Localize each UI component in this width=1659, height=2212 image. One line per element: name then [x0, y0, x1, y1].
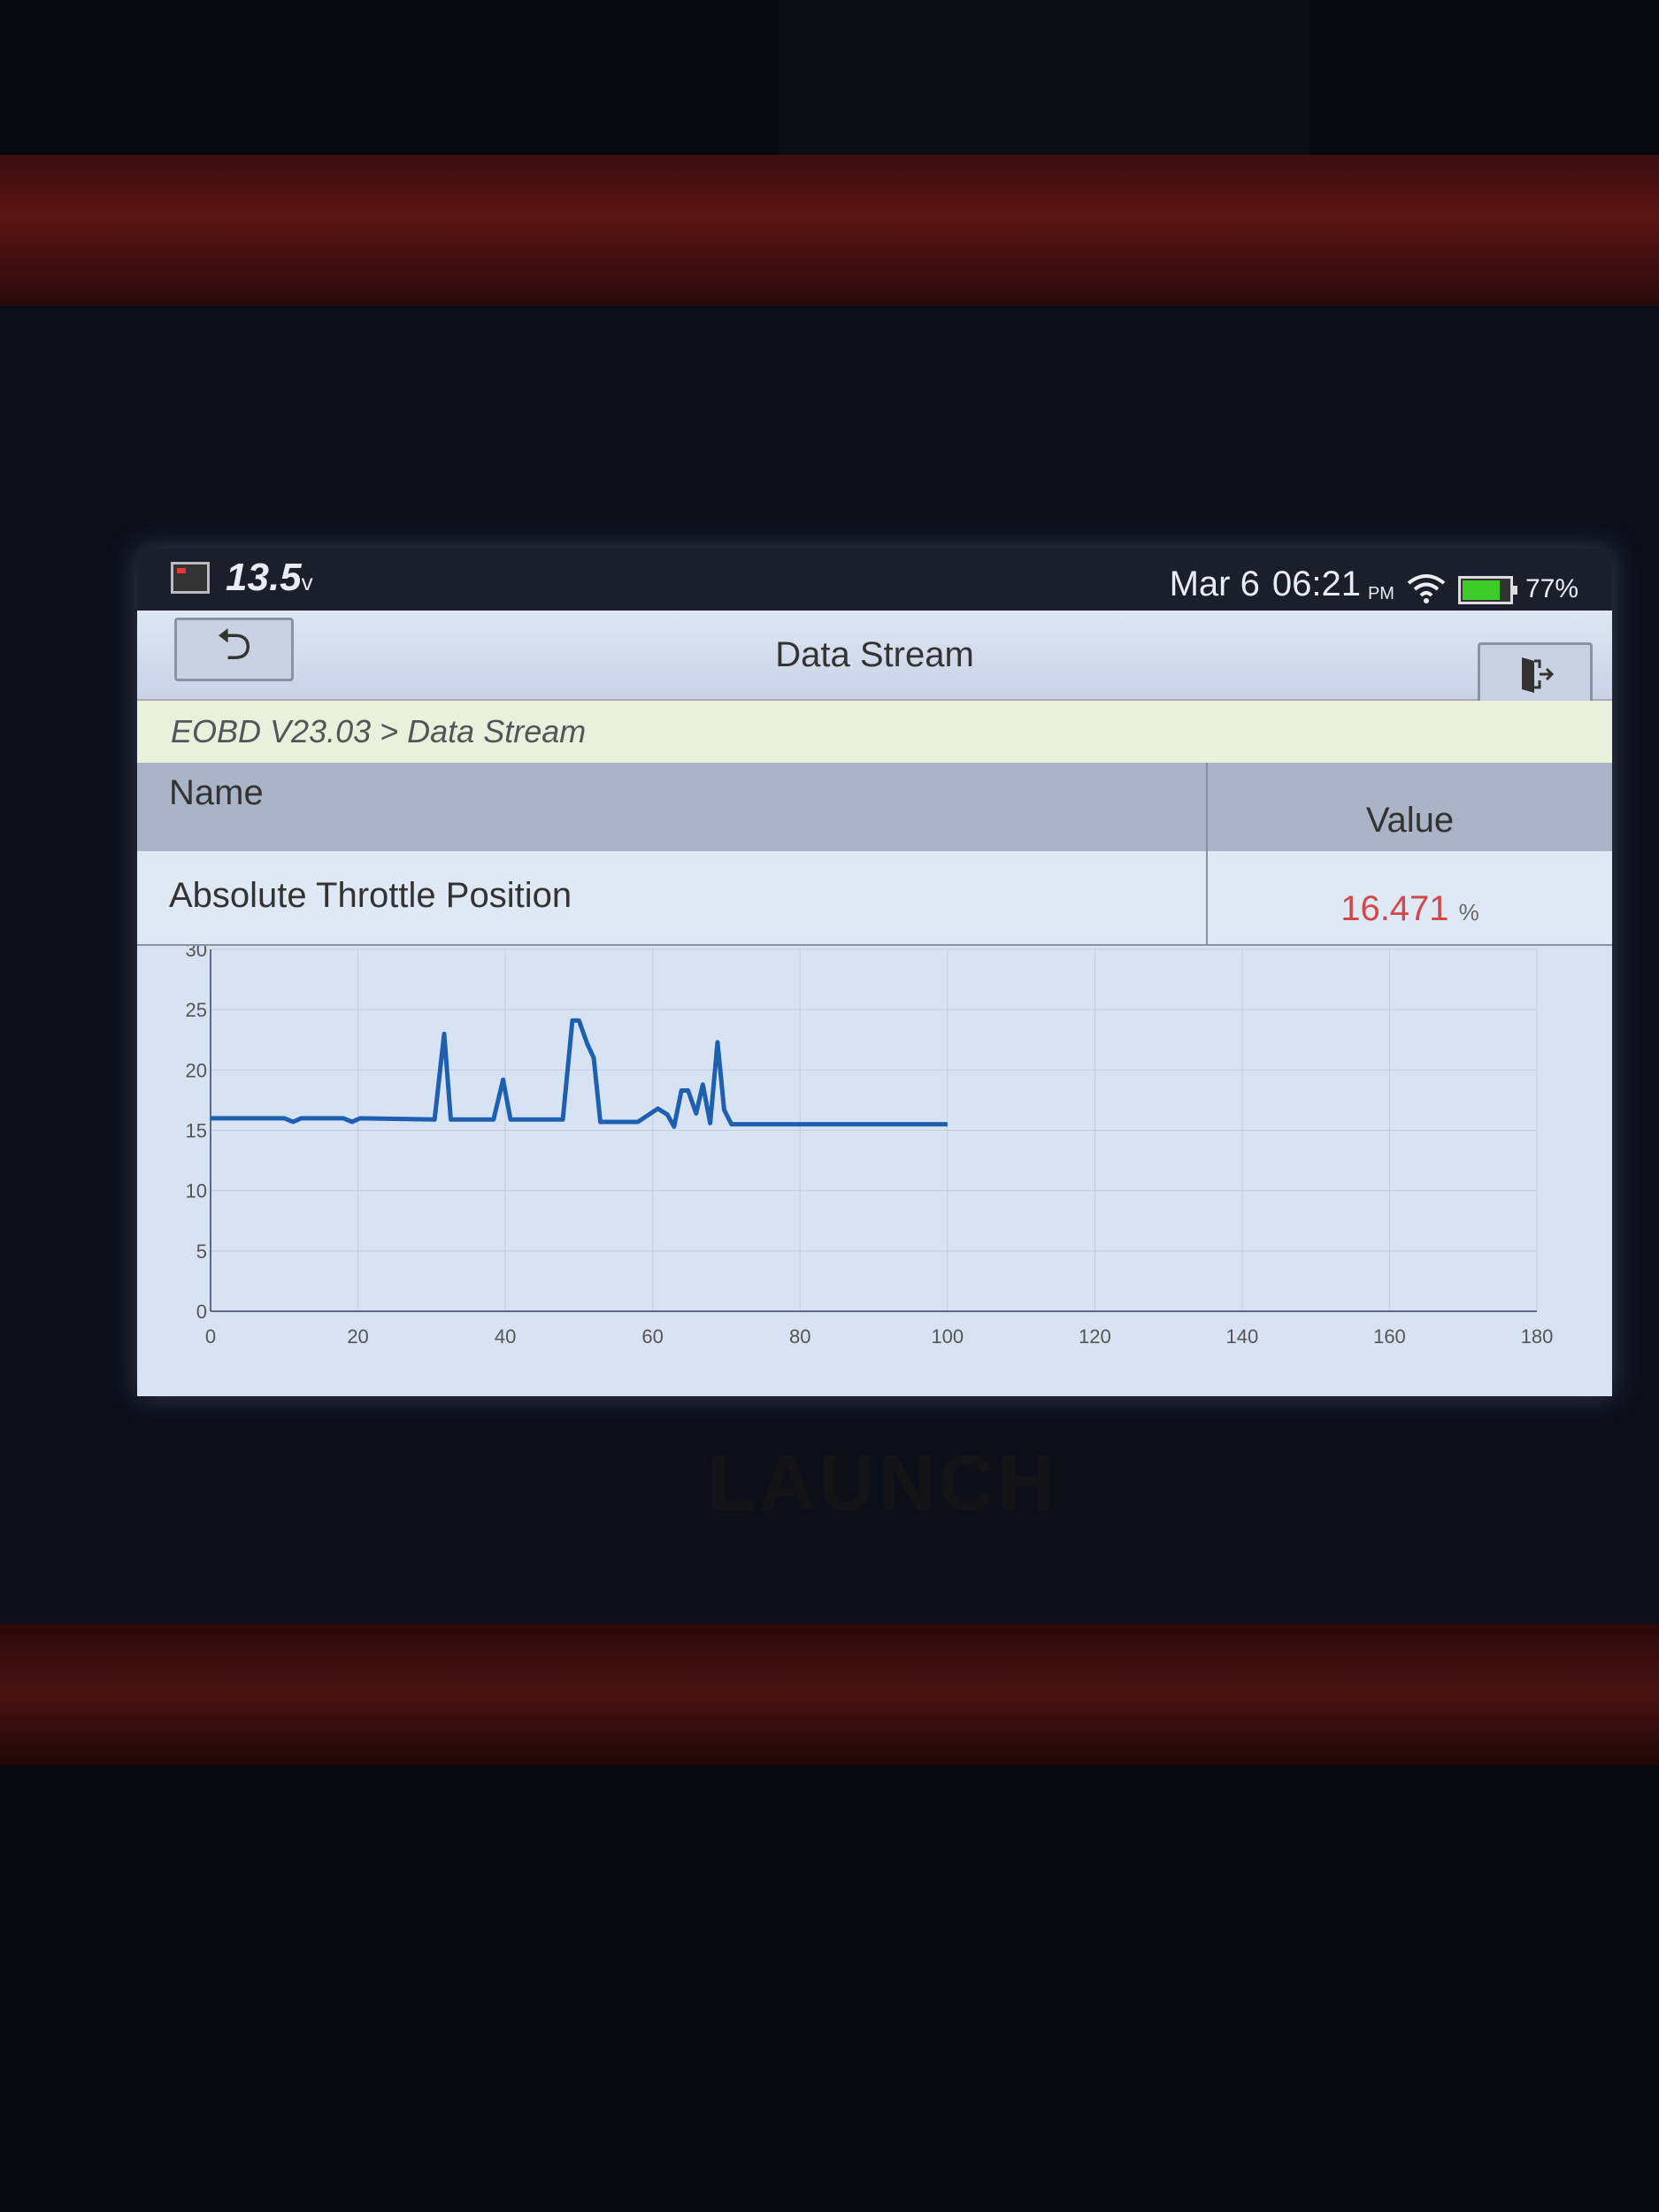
column-header-name: Name [169, 773, 264, 812]
x-tick-label: 60 [641, 1325, 663, 1348]
data-point [657, 1108, 658, 1110]
y-tick-label: 10 [186, 1180, 207, 1202]
status-bar: 13.5v Mar 6 06:21 PM 77% [137, 549, 1612, 611]
battery-fill [1462, 580, 1500, 600]
battery-icon [1457, 576, 1517, 604]
data-point [587, 1042, 588, 1044]
page-title: Data Stream [775, 635, 974, 674]
back-button[interactable]: ⮌ [174, 618, 294, 681]
x-tick-label: 160 [1373, 1325, 1406, 1348]
screen: 13.5v Mar 6 06:21 PM 77% ⮌ Data Stream [137, 549, 1612, 1396]
data-point [292, 1121, 294, 1123]
x-tick-label: 140 [1226, 1325, 1259, 1348]
x-tick-label: 180 [1521, 1325, 1554, 1348]
voltage-unit: v [301, 569, 313, 595]
y-tick-label: 20 [186, 1059, 207, 1081]
ampm: PM [1367, 584, 1394, 603]
y-tick-label: 25 [186, 999, 207, 1021]
y-tick-label: 5 [196, 1240, 207, 1263]
device-bezel-bottom [0, 1624, 1659, 1765]
data-point [680, 1090, 682, 1092]
data-point [443, 1033, 445, 1034]
data-point [351, 1121, 353, 1123]
battery-percent: 77% [1525, 574, 1578, 603]
y-tick-label: 15 [186, 1120, 207, 1142]
wifi-icon [1407, 574, 1446, 603]
row-value-cell: 16.471 % [1206, 851, 1612, 944]
data-point [510, 1118, 511, 1120]
row-unit: % [1458, 899, 1479, 926]
data-line [211, 1018, 948, 1129]
data-point [717, 1041, 718, 1043]
row-name: Absolute Throttle Position [169, 876, 572, 915]
header: ⮌ Data Stream [137, 611, 1612, 706]
data-point [666, 1114, 668, 1116]
car-battery-icon [171, 562, 210, 594]
voltage-value: 13.5 [226, 556, 302, 599]
data-point [947, 1124, 949, 1125]
brand-logo: LAUNCH [708, 1439, 1058, 1526]
row-value: 16.471 [1340, 889, 1449, 928]
data-point [578, 1019, 580, 1021]
x-tick-label: 0 [205, 1325, 216, 1348]
x-tick-label: 100 [931, 1325, 964, 1348]
chart-svg: 0 20 40 60 80 100 120 140 160 180 0 5 10 15 20 25 30 [186, 939, 1554, 1348]
y-tick-label: 30 [186, 946, 207, 961]
data-point [695, 1112, 697, 1114]
data-point [687, 1090, 689, 1092]
exit-door-icon [1522, 657, 1555, 693]
table-row[interactable]: Absolute Throttle Position 16.471 % [137, 851, 1612, 946]
x-tick-label: 80 [789, 1325, 810, 1348]
x-tick-label: 20 [347, 1325, 368, 1348]
table-header: Name Value [137, 763, 1612, 851]
date: Mar 6 [1169, 565, 1260, 603]
data-point [637, 1121, 639, 1123]
device-bezel-top [0, 155, 1659, 305]
time: 06:21 [1271, 565, 1361, 603]
data-point [673, 1125, 675, 1127]
data-point [593, 1057, 595, 1059]
data-point [731, 1124, 733, 1125]
data-point [600, 1121, 602, 1123]
voltage-readout: 13.5v [226, 556, 313, 600]
undo-arrow-icon: ⮌ [216, 618, 252, 669]
column-header-value: Value [1206, 763, 1612, 851]
exit-button[interactable] [1478, 642, 1593, 706]
breadcrumb: EOBD V23.03 > Data Stream [137, 701, 1612, 763]
y-tick-label: 0 [196, 1301, 207, 1323]
cable [779, 0, 1310, 168]
data-point [562, 1118, 564, 1120]
data-point [434, 1118, 435, 1120]
data-point [493, 1118, 495, 1120]
data-point [449, 1118, 451, 1120]
line-chart: 0 20 40 60 80 100 120 140 160 180 0 5 10 15 20 25 30 [137, 939, 1612, 1396]
x-tick-label: 40 [495, 1325, 516, 1348]
x-tick-label: 120 [1079, 1325, 1111, 1348]
